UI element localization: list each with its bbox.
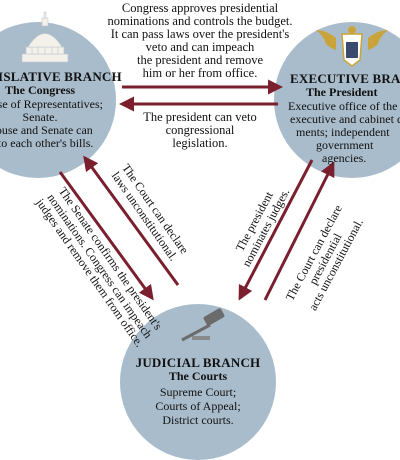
capitol-dome-icon — [21, 11, 69, 63]
arrow-president-to-courts — [238, 159, 314, 301]
check-congress-on-president-1: Congress approves presidential — [121, 1, 279, 15]
legislative-line-3: House and Senate can — [0, 123, 93, 137]
legislative-subheading: The Congress — [4, 83, 76, 97]
check-congress-on-president-5: the president and remove — [137, 53, 263, 67]
judicial-heading: JUDICIAL BRANCH — [135, 355, 261, 370]
check-president-on-congress-2: congressional — [165, 123, 235, 137]
executive-line-1: Executive office of the president; — [288, 99, 400, 113]
executive-line-2: executive and cabinet depart- — [290, 112, 400, 126]
check-congress-on-president-2: nominations and controls the budget. — [107, 14, 293, 28]
executive-circle — [274, 22, 400, 178]
legislative-line-1: House of Representatives; — [0, 97, 103, 111]
check-congress-on-president-4: veto and can impeach — [145, 40, 255, 54]
arrow-courts-to-president — [263, 161, 335, 301]
legislative-line-4: veto each other's bills. — [0, 136, 94, 150]
executive-line-4: government — [316, 138, 374, 152]
judicial-circle — [120, 304, 276, 460]
executive-line-3: ments; independent — [296, 125, 390, 139]
arrow-congress-to-courts — [58, 171, 154, 301]
check-congress-on-president-6: him or her from office. — [142, 66, 258, 80]
judicial-subheading: The Courts — [168, 369, 228, 383]
legislative-line-2: Senate. — [22, 110, 58, 124]
executive-line-5: agencies. — [322, 151, 367, 165]
check-congress-on-president-3: It can pass laws over the president's — [110, 27, 290, 41]
judicial-line-3: District courts. — [162, 413, 234, 427]
check-president-on-congress-1: The president can veto — [143, 110, 257, 124]
executive-subheading: The President — [306, 85, 378, 99]
judicial-line-2: Courts of Appeal; — [155, 399, 241, 413]
check-president-on-congress-3: legislation. — [172, 136, 228, 150]
eagle-seal-icon — [316, 26, 388, 67]
legislative-heading: LEGISLATIVE BRANCH — [0, 69, 122, 84]
executive-heading: EXECUTIVE BRANCH — [290, 71, 400, 86]
gavel-icon — [181, 308, 225, 342]
judicial-line-1: Supreme Court; — [159, 385, 237, 399]
arrow-courts-to-congress — [83, 155, 180, 286]
